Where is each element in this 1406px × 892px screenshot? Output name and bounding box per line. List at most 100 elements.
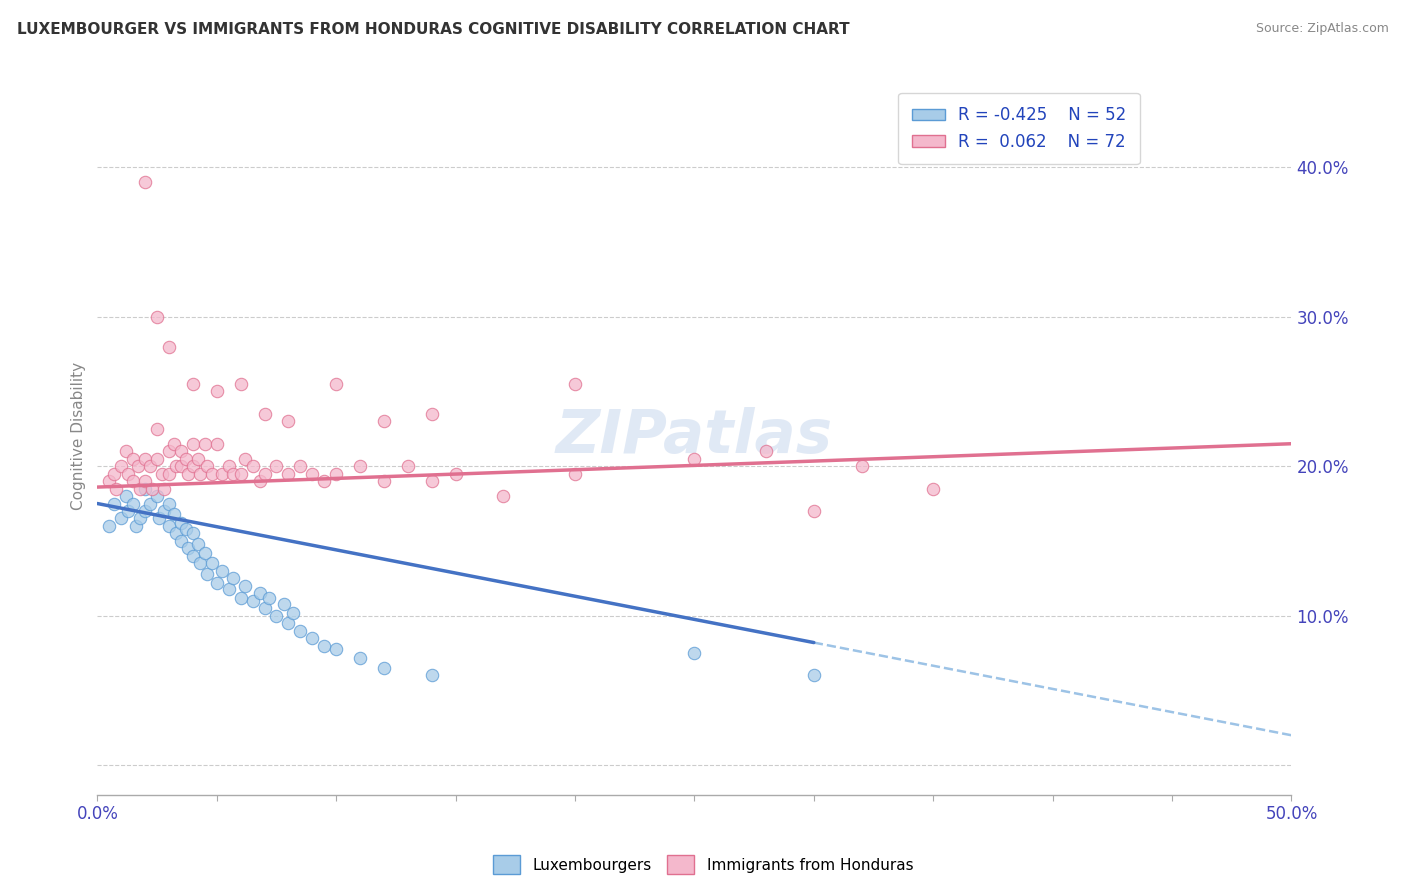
Point bbox=[218, 582, 240, 596]
Point bbox=[396, 459, 419, 474]
Point bbox=[163, 436, 186, 450]
Point bbox=[253, 407, 276, 421]
Text: Source: ZipAtlas.com: Source: ZipAtlas.com bbox=[1256, 22, 1389, 36]
Point bbox=[242, 459, 264, 474]
Point bbox=[127, 459, 149, 474]
Point bbox=[153, 504, 176, 518]
Point bbox=[851, 459, 873, 474]
Point bbox=[349, 650, 371, 665]
Point bbox=[195, 459, 218, 474]
Point bbox=[105, 482, 128, 496]
Point bbox=[146, 451, 169, 466]
Legend: Luxembourgers, Immigrants from Honduras: Luxembourgers, Immigrants from Honduras bbox=[486, 849, 920, 880]
Point bbox=[181, 436, 204, 450]
Point bbox=[444, 467, 467, 481]
Point bbox=[922, 482, 945, 496]
Point bbox=[211, 564, 233, 578]
Point bbox=[139, 459, 162, 474]
Point bbox=[373, 661, 395, 675]
Point bbox=[314, 639, 336, 653]
Point bbox=[134, 175, 156, 189]
Y-axis label: Cognitive Disability: Cognitive Disability bbox=[72, 362, 86, 510]
Text: ZIPatlas: ZIPatlas bbox=[555, 407, 832, 466]
Point bbox=[266, 459, 288, 474]
Point bbox=[205, 436, 228, 450]
Point bbox=[420, 668, 443, 682]
Point bbox=[188, 557, 211, 571]
Text: LUXEMBOURGER VS IMMIGRANTS FROM HONDURAS COGNITIVE DISABILITY CORRELATION CHART: LUXEMBOURGER VS IMMIGRANTS FROM HONDURAS… bbox=[17, 22, 849, 37]
Point bbox=[98, 474, 121, 488]
Point bbox=[301, 631, 323, 645]
Point bbox=[188, 467, 211, 481]
Point bbox=[129, 482, 152, 496]
Point bbox=[420, 474, 443, 488]
Point bbox=[253, 467, 276, 481]
Point bbox=[222, 467, 245, 481]
Point bbox=[803, 668, 825, 682]
Point bbox=[141, 482, 163, 496]
Point bbox=[229, 376, 252, 391]
Point bbox=[249, 586, 271, 600]
Point bbox=[325, 467, 347, 481]
Point bbox=[195, 566, 218, 581]
Point bbox=[115, 444, 138, 458]
Point bbox=[229, 591, 252, 605]
Point bbox=[174, 451, 197, 466]
Point bbox=[187, 537, 209, 551]
Point bbox=[235, 451, 257, 466]
Point bbox=[165, 526, 187, 541]
Point bbox=[373, 414, 395, 428]
Point bbox=[157, 496, 180, 510]
Point bbox=[181, 526, 204, 541]
Point bbox=[683, 646, 706, 660]
Point bbox=[103, 496, 125, 510]
Point bbox=[181, 549, 204, 563]
Point bbox=[273, 597, 295, 611]
Point bbox=[177, 541, 200, 556]
Point bbox=[181, 459, 204, 474]
Point bbox=[181, 376, 204, 391]
Point bbox=[103, 467, 125, 481]
Point bbox=[122, 496, 145, 510]
Point bbox=[211, 467, 233, 481]
Point bbox=[129, 511, 152, 525]
Point bbox=[218, 459, 240, 474]
Point bbox=[157, 467, 180, 481]
Point bbox=[755, 444, 778, 458]
Point bbox=[122, 474, 145, 488]
Point bbox=[124, 519, 146, 533]
Point bbox=[373, 474, 395, 488]
Point bbox=[170, 516, 193, 530]
Point bbox=[170, 444, 193, 458]
Point bbox=[205, 575, 228, 590]
Point bbox=[134, 482, 156, 496]
Point bbox=[564, 376, 586, 391]
Point bbox=[170, 533, 193, 548]
Point bbox=[177, 467, 200, 481]
Point bbox=[187, 451, 209, 466]
Point bbox=[290, 459, 312, 474]
Point bbox=[266, 608, 288, 623]
Point bbox=[170, 459, 193, 474]
Point bbox=[157, 340, 180, 354]
Point bbox=[174, 522, 197, 536]
Point bbox=[165, 459, 187, 474]
Point bbox=[115, 489, 138, 503]
Point bbox=[420, 407, 443, 421]
Point bbox=[683, 451, 706, 466]
Point bbox=[301, 467, 323, 481]
Point bbox=[122, 451, 145, 466]
Point bbox=[157, 519, 180, 533]
Point bbox=[325, 376, 347, 391]
Point bbox=[153, 482, 176, 496]
Point bbox=[242, 593, 264, 607]
Point bbox=[803, 504, 825, 518]
Point bbox=[277, 616, 299, 631]
Point bbox=[283, 606, 305, 620]
Point bbox=[134, 451, 156, 466]
Point bbox=[194, 436, 217, 450]
Point bbox=[290, 624, 312, 638]
Point bbox=[134, 504, 156, 518]
Point bbox=[205, 384, 228, 399]
Point bbox=[277, 414, 299, 428]
